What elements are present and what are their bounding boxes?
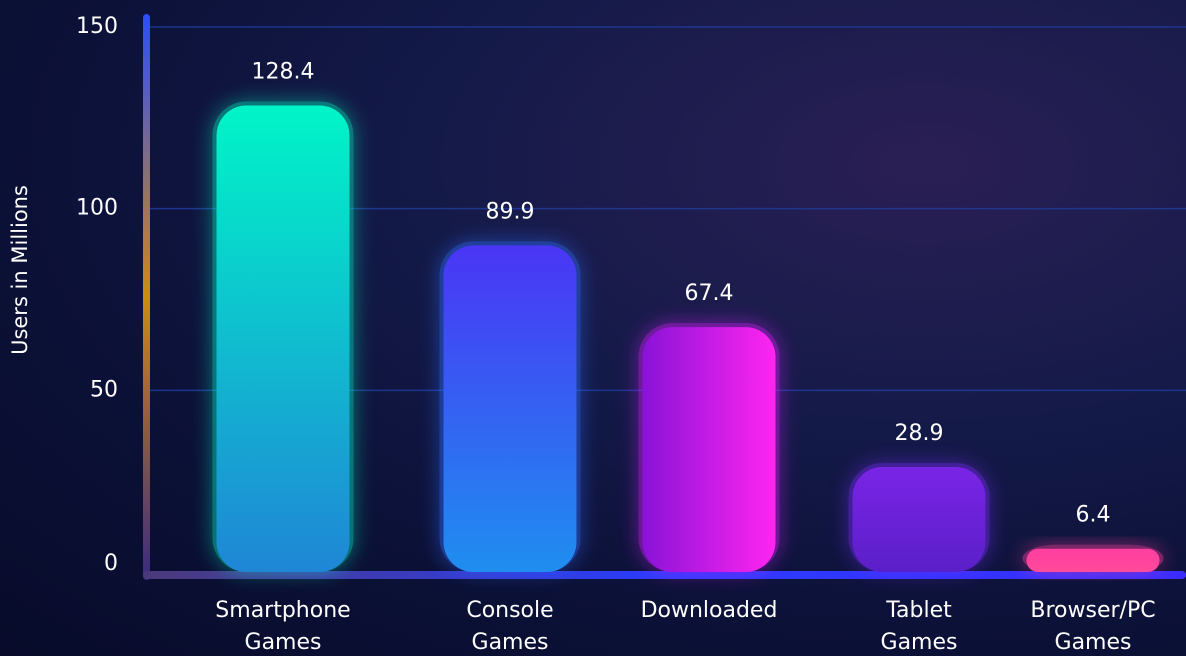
x-category-label: Smartphone Games <box>215 598 350 655</box>
x-category-label-line: Downloaded <box>641 598 778 623</box>
x-category-label-line: Tablet <box>885 598 952 623</box>
x-category-label-line: Console <box>466 598 553 623</box>
bar <box>216 105 350 572</box>
y-axis-line <box>143 14 150 580</box>
x-category-label: Console Games <box>466 598 553 655</box>
x-category-label-line: Smartphone <box>215 598 350 623</box>
bar-value-label: 6.4 <box>1076 503 1111 528</box>
x-category-label-line: Games <box>1055 630 1132 655</box>
bar-value-label: 28.9 <box>895 421 944 446</box>
bar-value-label: 89.9 <box>486 199 535 224</box>
x-category-label: Browser/PC Games <box>1030 598 1155 655</box>
bars <box>212 101 1164 572</box>
x-category-label-line: Games <box>245 630 322 655</box>
y-axis-ticks: 0 50 100 150 <box>76 14 118 576</box>
x-category-label-line: Games <box>472 630 549 655</box>
y-tick-label: 150 <box>76 14 118 39</box>
x-category-label-line: Browser/PC <box>1030 598 1155 623</box>
y-tick-label: 0 <box>104 551 118 576</box>
x-axis-line <box>143 571 1186 579</box>
y-tick-label: 50 <box>90 377 118 402</box>
y-tick-label: 100 <box>76 196 118 221</box>
value-labels: 128.4 89.9 67.4 28.9 6.4 <box>252 59 1111 527</box>
x-category-label: Tablet Games <box>881 598 958 655</box>
category-labels: Smartphone Games Console Games Downloaded Tab… <box>215 598 1155 655</box>
bar-value-label: 67.4 <box>685 281 734 306</box>
x-category-label-line: Games <box>881 630 958 655</box>
bar <box>852 466 986 572</box>
bar <box>1026 548 1160 572</box>
x-category-label: Downloaded <box>641 598 778 623</box>
y-axis-title: Users in Millions <box>8 185 32 355</box>
bar <box>642 327 776 572</box>
bar <box>443 245 577 572</box>
axes <box>143 14 1186 580</box>
bar-value-label: 128.4 <box>252 59 315 84</box>
